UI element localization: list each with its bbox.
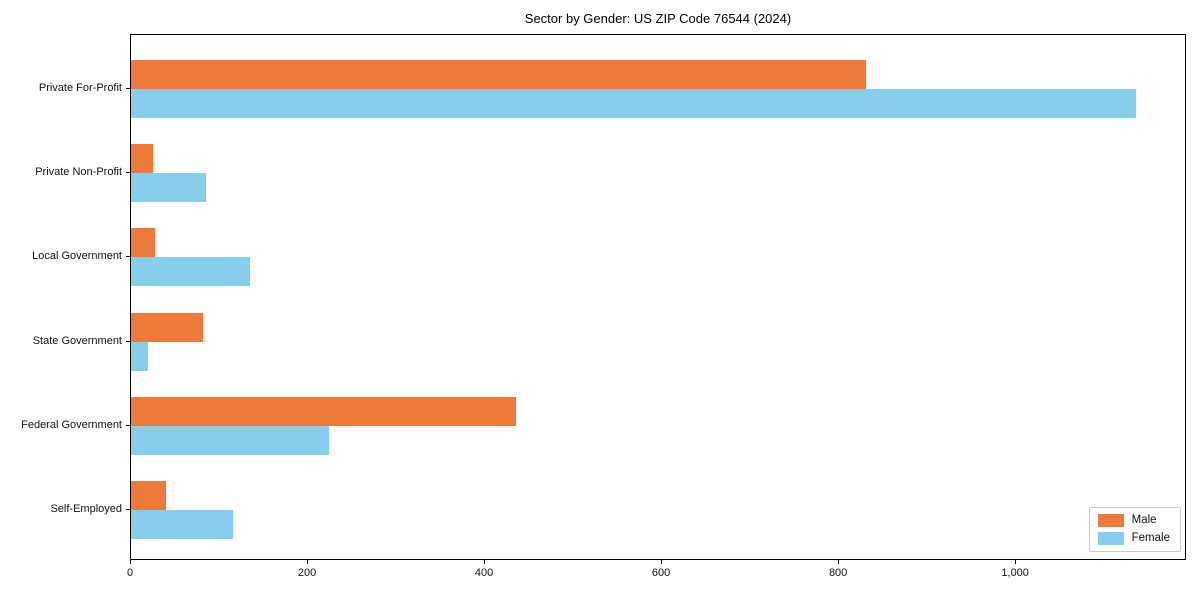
- x-tick-label: 800: [828, 567, 848, 579]
- y-axis-label: State Government: [32, 334, 122, 347]
- legend-swatch-male: [1097, 514, 1124, 527]
- bar-female-0: [131, 89, 1136, 118]
- bar-female-4: [131, 425, 329, 455]
- bar-male-2: [131, 228, 155, 258]
- legend-label-female: Female: [1131, 532, 1170, 544]
- bar-female-1: [131, 173, 206, 203]
- y-axis-label: Local Government: [32, 250, 122, 263]
- x-tick-mark: [660, 560, 662, 564]
- bar-male-5: [131, 481, 166, 510]
- bar-female-3: [131, 341, 148, 371]
- legend-label-male: Male: [1131, 514, 1157, 526]
- y-tick-mark: [126, 88, 130, 89]
- bar-male-4: [131, 396, 516, 426]
- bar-female-2: [131, 257, 250, 287]
- y-axis-label: Federal Government: [21, 418, 122, 431]
- y-tick-mark: [126, 424, 130, 426]
- y-axis-label: Self-Employed: [50, 503, 122, 515]
- y-axis-label: Private For-Profit: [38, 82, 122, 94]
- x-tick-mark: [306, 560, 308, 564]
- x-tick-label: 400: [474, 567, 494, 579]
- y-tick-mark: [126, 509, 130, 510]
- legend: Male Female: [1088, 507, 1181, 552]
- bar-male-1: [131, 144, 153, 174]
- x-tick-label: 0: [126, 567, 134, 579]
- x-tick-mark: [1014, 560, 1016, 564]
- bar-male-0: [131, 60, 866, 89]
- chart-title: Sector by Gender: US ZIP Code 76544 (202…: [524, 11, 792, 26]
- bar-female-5: [131, 510, 233, 539]
- y-tick-mark: [126, 340, 130, 342]
- plot-area: [130, 34, 1186, 560]
- x-tick-mark: [837, 560, 839, 564]
- x-tick-label: 600: [651, 567, 671, 579]
- legend-swatch-female: [1097, 532, 1124, 545]
- legend-entry-female: Female: [1097, 532, 1170, 545]
- x-tick-label: 200: [297, 567, 317, 579]
- x-tick-mark: [129, 560, 131, 564]
- x-tick-label: 1,000: [1001, 567, 1029, 579]
- x-tick-mark: [483, 560, 485, 564]
- y-tick-mark: [126, 172, 130, 174]
- y-tick-mark: [126, 256, 130, 258]
- y-axis-label: Private Non-Profit: [35, 166, 122, 179]
- legend-entry-male: Male: [1097, 514, 1170, 527]
- bar-male-3: [131, 312, 203, 342]
